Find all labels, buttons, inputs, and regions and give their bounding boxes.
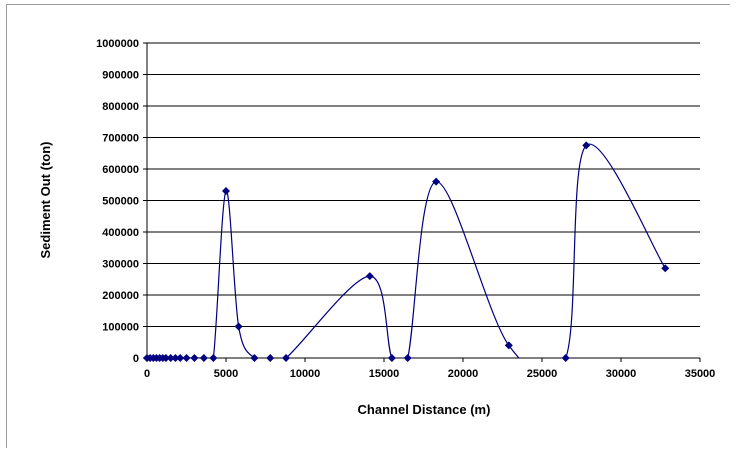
- x-tick-label-10000: 10000: [290, 368, 321, 380]
- x-tick-label-35000: 35000: [685, 368, 716, 380]
- gridlines: [147, 42, 700, 327]
- data-point-22: [432, 177, 441, 186]
- data-point-24: [561, 354, 570, 362]
- data-point-25: [582, 141, 591, 150]
- y-tick-label-900000: 900000: [102, 70, 139, 82]
- x-tick-label-15000: 15000: [369, 368, 400, 380]
- x-tick-label-20000: 20000: [448, 368, 479, 380]
- x-tick-label-5000: 5000: [214, 368, 238, 380]
- y-tick-label-1000000: 1000000: [96, 38, 139, 50]
- data-point-13: [209, 354, 218, 362]
- y-tick-label-800000: 800000: [102, 101, 139, 113]
- data-point-11: [190, 354, 199, 362]
- x-axis-label: Channel Distance (m): [358, 402, 491, 417]
- data-markers: [143, 141, 670, 362]
- x-tick-label-30000: 30000: [606, 368, 637, 380]
- y-tick-label-100000: 100000: [102, 322, 139, 334]
- y-tick-label-0: 0: [133, 353, 139, 365]
- data-point-7: [166, 354, 175, 362]
- data-point-19: [365, 272, 374, 281]
- y-tick-label-600000: 600000: [102, 164, 139, 176]
- y-tick-label-200000: 200000: [102, 290, 139, 302]
- data-point-12: [199, 354, 208, 362]
- data-point-14: [222, 187, 230, 196]
- data-point-6: [161, 354, 170, 362]
- data-point-15: [234, 322, 243, 331]
- x-tick-label-0: 0: [144, 368, 150, 380]
- data-point-9: [176, 354, 185, 362]
- series-line: [147, 143, 666, 358]
- data-point-10: [182, 354, 191, 362]
- data-point-16: [250, 354, 259, 362]
- y-tick-label-500000: 500000: [102, 196, 139, 208]
- x-tick-label-25000: 25000: [527, 368, 558, 380]
- data-point-21: [403, 354, 412, 362]
- axes: [143, 42, 701, 362]
- chart-frame: [6, 4, 730, 448]
- data-point-26: [661, 264, 670, 273]
- y-tick-label-300000: 300000: [102, 259, 139, 271]
- data-point-23: [504, 341, 513, 350]
- y-tick-label-400000: 400000: [102, 227, 139, 239]
- y-axis-label: Sediment Out (ton): [38, 142, 53, 259]
- data-point-18: [282, 354, 291, 362]
- data-point-17: [266, 354, 275, 362]
- data-point-8: [171, 354, 180, 362]
- data-point-20: [387, 354, 396, 362]
- y-tick-label-700000: 700000: [102, 133, 139, 145]
- tick-labels: 0100000200000300000400000500000600000700…: [96, 38, 715, 380]
